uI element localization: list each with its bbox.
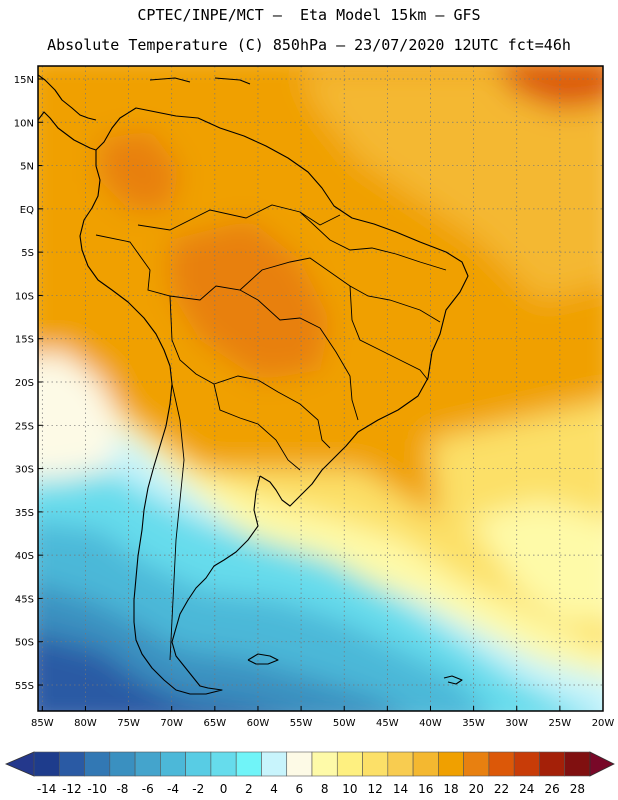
colorbar-tick-label: -12 <box>62 782 82 796</box>
colorbar-box <box>210 751 237 777</box>
colorbar-box <box>513 751 540 777</box>
colorbar-tick-label: -10 <box>87 782 107 796</box>
colorbar-box <box>311 751 338 777</box>
colorbar-tick-label: 18 <box>443 782 458 796</box>
colorbar-box <box>261 751 288 777</box>
colorbar-box <box>438 751 464 777</box>
colorbar-tick-label: 10 <box>342 782 357 796</box>
colorbar-over-arrow <box>589 751 615 777</box>
lon-label: 45W <box>376 718 399 729</box>
colorbar-box <box>84 751 111 777</box>
colorbar-box <box>160 751 186 777</box>
colorbar-box <box>362 751 389 777</box>
lon-label: 75W <box>117 718 140 729</box>
colorbar-tick-label: 4 <box>270 782 278 796</box>
lat-label: 50S <box>15 638 34 649</box>
colorbar-tick-label: -2 <box>192 782 204 796</box>
lat-label: 10N <box>14 118 34 129</box>
lat-label: 5N <box>20 162 34 173</box>
colorbar-tick-label: -4 <box>167 782 179 796</box>
colorbar-box <box>336 751 363 777</box>
lon-label: 85W <box>31 718 54 729</box>
temperature-field <box>38 66 603 711</box>
lat-label: 25S <box>15 421 34 432</box>
lon-label: 80W <box>74 718 97 729</box>
lat-label: 5S <box>21 248 34 259</box>
temperature-map: 15N 10N 5N EQ 5S 10S 15S 20S 25S 30S 35S 40S 45S 50S 5… <box>14 65 614 729</box>
colorbar-box <box>33 751 60 777</box>
colorbar-tick-label: 20 <box>469 782 484 796</box>
plot-frame <box>37 65 604 712</box>
colorbar-box <box>539 751 566 777</box>
lat-label: 20S <box>15 378 34 389</box>
colorbar-tick-label: 26 <box>544 782 559 796</box>
lat-label: 35S <box>15 508 34 519</box>
lon-label: 55W <box>290 718 313 729</box>
lat-label: 45S <box>15 594 34 605</box>
lon-label: 65W <box>204 718 227 729</box>
colorbar-box <box>134 751 161 777</box>
colorbar-under-arrow <box>4 751 35 777</box>
colorbar-box <box>387 751 414 777</box>
lat-label: 40S <box>15 551 34 562</box>
lat-label: 55S <box>15 681 34 692</box>
longitude-labels: 85W 80W 75W 70W 65W 60W 55W 50W 45W 40W 35W 30W 25W 2… <box>31 718 614 729</box>
colorbar-tick-label: 12 <box>368 782 383 796</box>
colorbar-box <box>109 751 136 777</box>
colorbar-tick-label: 8 <box>321 782 329 796</box>
colorbar-tick-label: -8 <box>116 782 128 796</box>
colorbar-tick-label: 22 <box>494 782 509 796</box>
colorbar-boxes <box>4 751 615 777</box>
lon-label: 70W <box>160 718 183 729</box>
latitude-labels: 15N 10N 5N EQ 5S 10S 15S 20S 25S 30S 35S 40S 45S 50S 5… <box>14 75 34 692</box>
colorbar-tick-label: -14 <box>37 782 57 796</box>
colorbar-box <box>286 751 313 777</box>
colorbar-tick-labels: -14 -12 -10 -8 -6 -4 -2 0 2 4 6 8 10 12 14 16 18 20 22 24 26… <box>37 782 585 796</box>
lat-label: 10S <box>15 291 34 302</box>
colorbar-box <box>488 751 515 777</box>
lat-label: 15S <box>15 335 34 346</box>
coastlines <box>38 74 469 695</box>
colorbar-tick-label: 24 <box>519 782 534 796</box>
colorbar-tick-label: 2 <box>245 782 253 796</box>
colorbar-box <box>412 751 439 777</box>
colorbar-box <box>564 751 591 777</box>
colorbar-box <box>235 751 262 777</box>
colorbar-box <box>185 751 212 777</box>
country-borders <box>95 204 447 661</box>
colorbar-tick-label: 14 <box>393 782 408 796</box>
colorbar-tick-label: 28 <box>570 782 585 796</box>
lat-label: 15N <box>14 75 34 86</box>
lat-label: 30S <box>15 465 34 476</box>
lon-label: 35W <box>462 718 485 729</box>
colorbar-tick-label: 0 <box>220 782 228 796</box>
colorbar-tick-label: -6 <box>142 782 154 796</box>
colorbar-tick-label: 16 <box>418 782 433 796</box>
lon-label: 50W <box>333 718 356 729</box>
colorbar-box <box>58 751 85 777</box>
title-line-2: Absolute Temperature (C) 850hPa – 23/07/… <box>47 36 571 54</box>
lon-label: 60W <box>247 718 270 729</box>
title-line-1: CPTEC/INPE/MCT – Eta Model 15km – GFS <box>137 6 481 24</box>
colorbar-tick-label: 6 <box>296 782 304 796</box>
colorbar: -14 -12 -10 -8 -6 -4 -2 0 2 4 6 8 10 12 14 16 18 20 22 24 26… <box>4 751 615 796</box>
lon-label: 30W <box>505 718 528 729</box>
lon-label: 20W <box>592 718 615 729</box>
lon-label: 25W <box>549 718 572 729</box>
lat-label: EQ <box>20 205 34 216</box>
lon-label: 40W <box>419 718 442 729</box>
colorbar-box <box>463 751 490 777</box>
